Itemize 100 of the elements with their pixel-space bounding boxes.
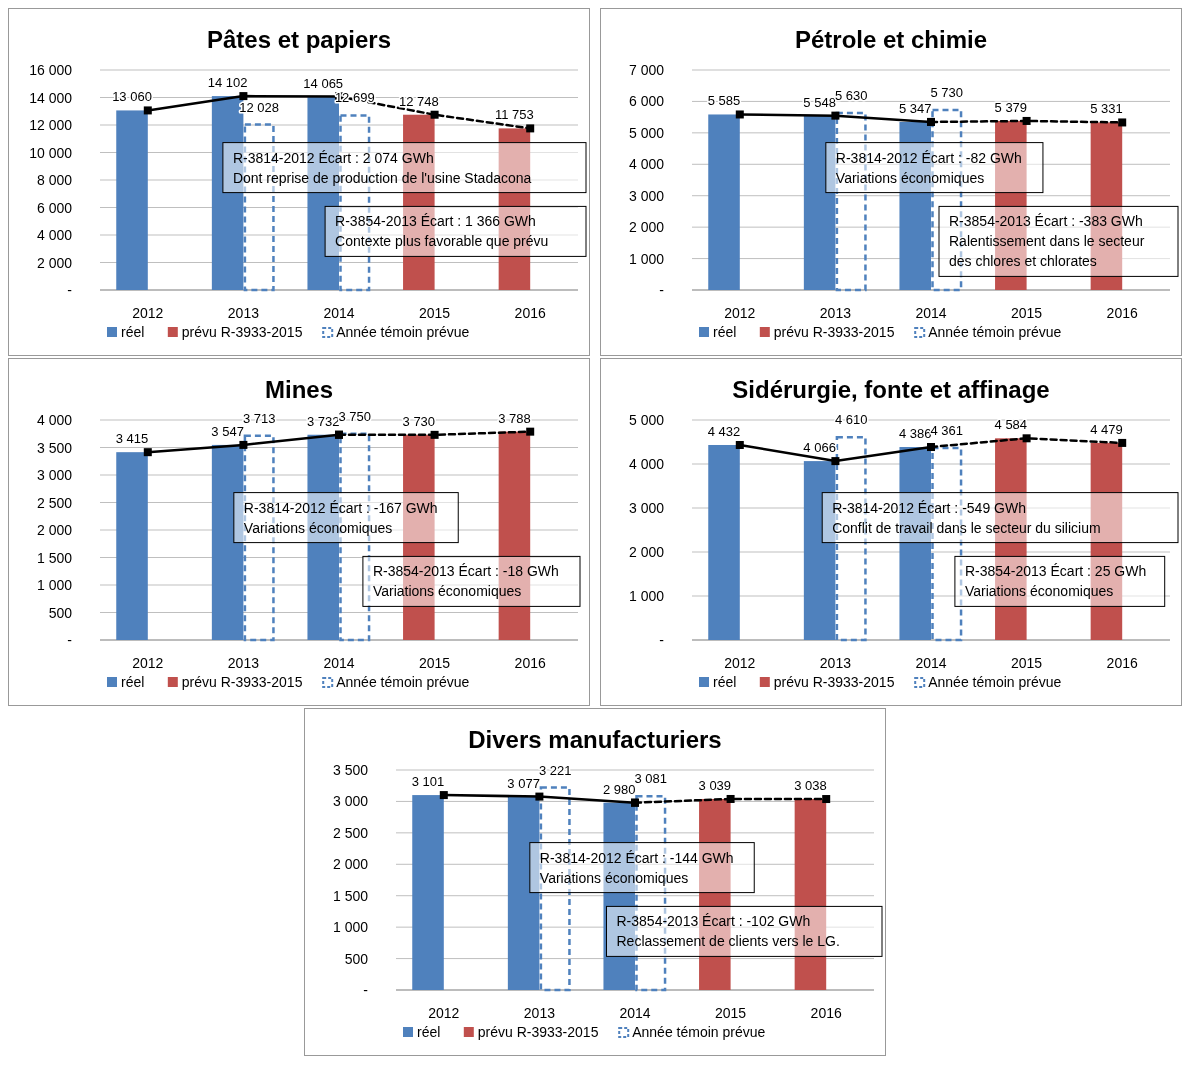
- data-label: 3 101: [411, 774, 445, 790]
- data-label: 3 732: [306, 413, 340, 429]
- legend-label: réel: [121, 324, 145, 340]
- y-tick-label: 2 000: [36, 522, 73, 538]
- x-tick-label: 2013: [523, 1005, 556, 1021]
- legend-label: prévu R-3933-2015: [181, 674, 303, 690]
- y-tick-label: 5 000: [628, 124, 665, 141]
- x-tick-label: 2016: [514, 305, 546, 321]
- data-label: 13 060: [112, 89, 152, 105]
- x-tick-label: 2016: [1106, 655, 1138, 671]
- x-tick-label: 2014: [915, 305, 947, 321]
- y-tick-label: 7 000: [628, 62, 665, 78]
- x-tick-label: 2014: [323, 655, 355, 671]
- annotation: R-3854-2013 Écart : -18 GWh Variations économiques: [372, 563, 559, 600]
- legend-label: Année témoin prévue: [336, 674, 470, 690]
- y-tick-label: 16 000: [29, 62, 73, 78]
- annotation: R-3814-2012 Écart : 2 074 GWh Dont reprise de production de l'usine Stadacona: [232, 149, 532, 186]
- x-tick-label: 2012: [724, 655, 756, 671]
- y-tick-label: 2 000: [332, 856, 369, 873]
- y-tick-label: -: [659, 282, 665, 298]
- x-tick-label: 2012: [132, 655, 164, 671]
- x-tick-label: 2015: [715, 1005, 747, 1021]
- chart-title: Mines: [264, 376, 334, 403]
- data-label: 4 361: [930, 423, 964, 439]
- x-tick-label: 2016: [1106, 305, 1138, 321]
- y-tick-label: 3 000: [332, 793, 369, 810]
- x-tick-label: 2015: [1011, 655, 1043, 671]
- y-tick-label: 1 000: [628, 250, 665, 267]
- data-label: 3 547: [211, 423, 244, 439]
- y-tick-label: -: [67, 632, 73, 648]
- data-label: 3 077: [507, 775, 540, 791]
- legend-label: réel: [713, 324, 737, 340]
- data-label: 4 584: [994, 417, 1028, 433]
- y-tick-label: 4 000: [628, 156, 665, 173]
- y-tick-label: 6 000: [36, 199, 73, 216]
- x-tick-label: 2016: [810, 1005, 842, 1021]
- annotation: R-3814-2012 Écart : -82 GWh Variations économiques: [835, 149, 1022, 186]
- y-tick-label: -: [363, 982, 369, 998]
- x-tick-label: 2013: [227, 655, 260, 671]
- legend-label: réel: [121, 674, 145, 690]
- data-label: 14 065: [303, 75, 344, 91]
- y-tick-label: 3 000: [628, 187, 665, 204]
- data-label: 5 379: [994, 99, 1028, 115]
- x-tick-label: 2014: [619, 1005, 651, 1021]
- x-tick-label: 2012: [724, 305, 756, 321]
- data-label: 2 980: [602, 781, 636, 797]
- x-tick-label: 2014: [915, 655, 947, 671]
- y-tick-label: 2 000: [628, 544, 665, 560]
- annotation: R-3814-2012 Écart : -144 GWh Variations économiques: [539, 849, 734, 886]
- y-tick-label: 1 500: [332, 887, 369, 904]
- y-tick-label: 14 000: [29, 89, 73, 106]
- y-tick-label: 1 000: [628, 588, 665, 604]
- y-tick-label: 4 000: [36, 227, 73, 243]
- y-tick-label: -: [67, 282, 73, 298]
- chart-title: Pâtes et papiers: [206, 26, 392, 53]
- data-label: 3 039: [698, 777, 732, 793]
- data-label: 3 081: [634, 771, 668, 787]
- legend-label: Année témoin prévue: [928, 674, 1062, 690]
- y-tick-label: 10 000: [29, 144, 73, 161]
- chart-title: Divers manufacturiers: [468, 726, 722, 753]
- y-tick-label: 12 000: [29, 117, 73, 133]
- y-tick-label: 1 000: [36, 577, 73, 593]
- y-tick-label: 1 500: [36, 549, 73, 566]
- annotation: R-3854-2013 Écart : 25 GWh Variations économiques: [964, 563, 1147, 600]
- annotation: R-3814-2012 Écart : -549 GWh Conflit de travail dans le secteur du silicium: [832, 499, 1101, 536]
- x-tick-label: 2015: [419, 655, 451, 671]
- data-label: 4 386: [898, 426, 932, 442]
- data-label: 5 548: [803, 94, 836, 110]
- data-label: 4 066: [803, 440, 836, 456]
- y-tick-label: 2 000: [36, 254, 73, 271]
- x-tick-label: 2016: [514, 655, 546, 671]
- legend-label: Année témoin prévue: [336, 324, 470, 340]
- y-tick-label: 4 000: [628, 456, 665, 472]
- x-tick-label: 2013: [819, 305, 852, 321]
- data-label: 3 713: [242, 410, 276, 426]
- data-label: 3 730: [402, 413, 436, 429]
- data-label: 3 221: [538, 762, 572, 778]
- chart-title: Pétrole et chimie: [794, 26, 988, 53]
- x-tick-label: 2014: [323, 305, 355, 321]
- legend-label: prévu R-3933-2015: [181, 324, 303, 340]
- data-label: 14 102: [207, 75, 248, 91]
- y-tick-label: 3 000: [36, 467, 73, 483]
- x-tick-label: 2012: [132, 305, 164, 321]
- y-tick-label: -: [659, 632, 665, 648]
- legend-label: prévu R-3933-2015: [477, 1024, 599, 1040]
- x-tick-label: 2015: [419, 305, 451, 321]
- y-tick-label: 3 000: [628, 500, 665, 516]
- annotation: R-3854-2013 Écart : 1 366 GWh Contexte plus favorable que prévu: [335, 213, 549, 250]
- y-tick-label: 3 500: [332, 762, 369, 778]
- y-tick-label: 2 500: [332, 824, 369, 841]
- y-tick-label: 2 500: [36, 494, 73, 511]
- data-label: 5 347: [898, 100, 932, 116]
- y-tick-label: 6 000: [628, 93, 665, 110]
- data-label: 12 748: [398, 93, 439, 109]
- annotation: R-3814-2012 Écart : -167 GWh Variations économiques: [243, 499, 438, 536]
- x-tick-label: 2013: [819, 655, 852, 671]
- annotation: R-3854-2013 Écart : -102 GWh Reclassement de clients vers le LG.: [616, 913, 840, 950]
- data-label: 3 788: [498, 410, 531, 426]
- data-label: 3 038: [794, 778, 827, 794]
- data-label: 4 610: [834, 412, 868, 428]
